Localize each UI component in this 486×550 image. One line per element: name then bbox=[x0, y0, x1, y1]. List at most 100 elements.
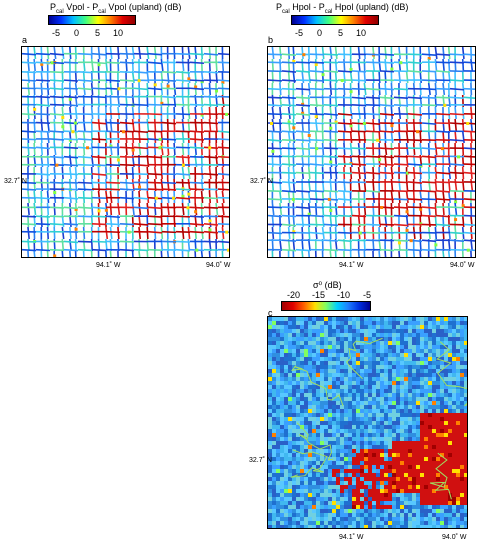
raster-cell bbox=[324, 373, 328, 377]
raster-cell bbox=[416, 481, 420, 485]
raster-cell bbox=[404, 465, 408, 469]
raster-cell bbox=[352, 481, 356, 485]
swath-track bbox=[268, 113, 283, 116]
raster-cell bbox=[364, 509, 368, 513]
raster-cell bbox=[412, 373, 416, 377]
raster-cell bbox=[416, 329, 420, 333]
raster-cell bbox=[392, 405, 396, 409]
raster-cell bbox=[384, 373, 388, 377]
swath-track bbox=[447, 58, 451, 72]
raster-cell bbox=[436, 333, 440, 337]
raster-cell bbox=[364, 449, 368, 453]
raster-cell bbox=[440, 317, 444, 321]
raster-cell bbox=[288, 497, 292, 501]
raster-cell bbox=[432, 429, 436, 433]
raster-cell bbox=[328, 449, 332, 453]
swath-track bbox=[295, 231, 311, 234]
raster-cell bbox=[336, 349, 340, 353]
raster-cell bbox=[292, 429, 296, 433]
raster-cell bbox=[456, 429, 460, 433]
raster-cell bbox=[440, 417, 444, 421]
raster-cell bbox=[312, 497, 316, 501]
swath-track bbox=[323, 70, 339, 73]
raster-cell bbox=[408, 505, 412, 509]
raster-cell bbox=[328, 469, 332, 473]
swath-track bbox=[407, 61, 423, 64]
raster-cell bbox=[452, 345, 456, 349]
raster-cell bbox=[360, 417, 364, 421]
swath-track bbox=[334, 190, 338, 204]
swath-segment bbox=[291, 197, 295, 201]
raster-cell bbox=[276, 521, 280, 525]
raster-cell bbox=[396, 509, 400, 513]
swath-track bbox=[281, 214, 297, 218]
raster-cell bbox=[308, 505, 312, 509]
swath-track bbox=[203, 52, 219, 56]
raster-cell bbox=[312, 425, 316, 429]
raster-cell bbox=[436, 397, 440, 401]
swath-track bbox=[69, 118, 72, 132]
swath-track bbox=[281, 171, 297, 175]
raster-cell bbox=[452, 393, 456, 397]
raster-cell bbox=[332, 449, 336, 453]
raster-cell bbox=[312, 453, 316, 457]
swath-track bbox=[63, 240, 79, 244]
raster-cell bbox=[448, 517, 452, 521]
swath-track bbox=[194, 118, 197, 132]
raster-cell bbox=[360, 449, 364, 453]
raster-cell bbox=[436, 369, 440, 373]
swath-track bbox=[53, 202, 56, 216]
raster-cell bbox=[440, 521, 444, 525]
swath-track bbox=[175, 52, 191, 56]
raster-cell bbox=[384, 481, 388, 485]
swath-track bbox=[187, 118, 191, 132]
raster-cell bbox=[368, 385, 372, 389]
raster-cell bbox=[308, 417, 312, 421]
raster-cell bbox=[412, 441, 416, 445]
raster-cell bbox=[444, 437, 448, 441]
swath-segment bbox=[86, 146, 90, 150]
swath-track bbox=[442, 47, 445, 60]
raster-cell bbox=[432, 349, 436, 353]
raster-cell bbox=[276, 361, 280, 365]
raster-cell bbox=[300, 509, 304, 513]
raster-cell bbox=[268, 493, 272, 497]
raster-cell bbox=[304, 521, 308, 525]
raster-cell bbox=[392, 501, 396, 505]
raster-cell bbox=[396, 353, 400, 357]
raster-cell bbox=[276, 469, 280, 473]
raster-cell bbox=[392, 413, 396, 417]
swath-track bbox=[63, 248, 79, 252]
swath-track bbox=[271, 106, 275, 120]
swath-track bbox=[175, 79, 191, 82]
raster-cell bbox=[368, 505, 372, 509]
raster-cell bbox=[288, 521, 292, 525]
raster-cell bbox=[280, 337, 284, 341]
raster-cell bbox=[444, 433, 448, 437]
raster-cell bbox=[324, 441, 328, 445]
raster-cell bbox=[380, 329, 384, 333]
swath-track bbox=[372, 190, 375, 204]
raster-cell bbox=[356, 473, 360, 477]
swath-segment bbox=[292, 230, 296, 234]
swath-track bbox=[357, 250, 360, 257]
colorbar-c-tick: -15 bbox=[312, 290, 326, 300]
colorbar-a-tick: -5 bbox=[52, 28, 61, 38]
swath-track bbox=[208, 190, 212, 204]
raster-cell bbox=[412, 317, 416, 321]
raster-cell bbox=[296, 509, 300, 513]
raster-cell bbox=[460, 477, 464, 481]
raster-cell bbox=[272, 473, 276, 477]
raster-cell bbox=[312, 509, 316, 513]
swath-track bbox=[271, 47, 275, 60]
raster-cell bbox=[428, 425, 432, 429]
raster-cell bbox=[452, 473, 456, 477]
raster-cell bbox=[352, 449, 356, 453]
raster-cell bbox=[376, 433, 380, 437]
raster-cell bbox=[464, 509, 467, 513]
raster-cell bbox=[380, 357, 384, 361]
raster-cell bbox=[356, 513, 360, 517]
raster-cell bbox=[444, 409, 448, 413]
raster-cell bbox=[408, 453, 412, 457]
raster-cell bbox=[380, 461, 384, 465]
